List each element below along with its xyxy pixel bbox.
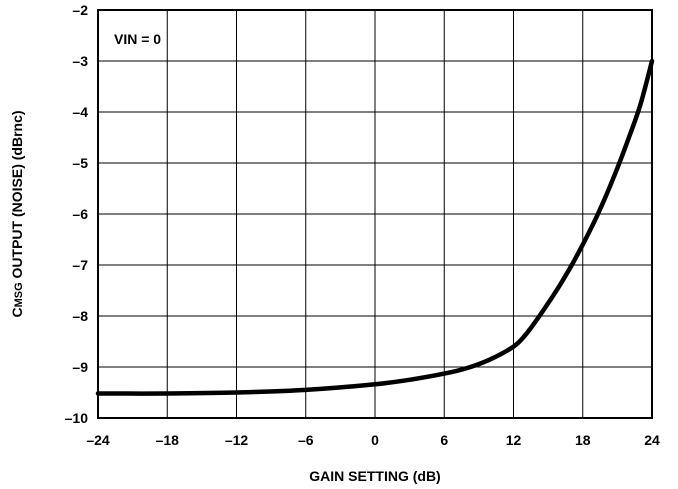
y-axis-title-prefix: C bbox=[9, 307, 25, 317]
x-tick-label: –12 bbox=[225, 432, 249, 448]
x-tick-label: 0 bbox=[371, 432, 379, 448]
x-tick-labels: –24 –18 –12 –6 0 6 12 18 24 bbox=[86, 432, 660, 448]
x-axis-title: GAIN SETTING (dB) bbox=[309, 468, 440, 484]
x-tick-label: –6 bbox=[298, 432, 314, 448]
series-layer bbox=[95, 58, 655, 396]
series-line bbox=[95, 58, 655, 396]
x-tick-label: 12 bbox=[506, 432, 522, 448]
plot-frame bbox=[97, 9, 653, 419]
annotation-vin: VIN = 0 bbox=[114, 31, 161, 47]
y-tick-label: –5 bbox=[72, 155, 88, 171]
y-tick-label: –4 bbox=[72, 104, 88, 120]
y-tick-label: –8 bbox=[72, 308, 88, 324]
y-axis-title: CMSG OUTPUT (NOISE) (dBrnc) bbox=[9, 110, 25, 317]
x-tick-label: 6 bbox=[440, 432, 448, 448]
y-tick-label: –6 bbox=[72, 206, 88, 222]
y-axis-title-subscript: MSG bbox=[13, 282, 25, 307]
horizontal-gridlines bbox=[98, 60, 652, 368]
x-tick-label: 18 bbox=[575, 432, 591, 448]
y-tick-label: –9 bbox=[72, 359, 88, 375]
y-tick-label: –10 bbox=[65, 410, 89, 426]
x-tick-label: 24 bbox=[644, 432, 660, 448]
x-tick-label: –18 bbox=[156, 432, 180, 448]
y-axis-title-rest: OUTPUT (NOISE) (dBrnc) bbox=[9, 110, 25, 282]
y-tick-label: –7 bbox=[72, 257, 88, 273]
x-tick-label: –24 bbox=[86, 432, 110, 448]
y-tick-labels: –2 –3 –4 –5 –6 –7 –8 –9 –10 bbox=[65, 2, 89, 426]
y-tick-label: –3 bbox=[72, 53, 88, 69]
y-tick-label: –2 bbox=[72, 2, 88, 18]
